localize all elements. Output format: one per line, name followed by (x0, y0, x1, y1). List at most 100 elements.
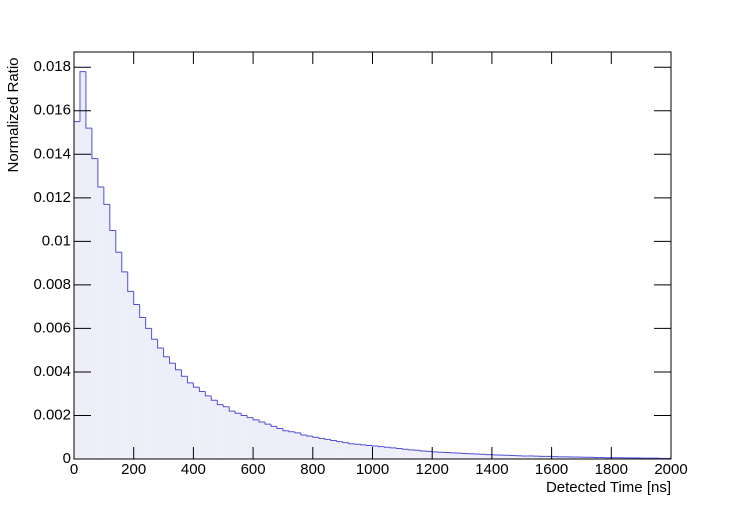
y-tick-label: 0.004 (33, 363, 71, 380)
histogram-bar (247, 417, 254, 459)
histogram-step (395, 447, 403, 450)
y-tick-label: 0.014 (33, 145, 71, 162)
histogram-bar (563, 456, 570, 459)
histogram-bar (288, 431, 295, 459)
histogram-bar (169, 363, 176, 459)
histogram-step (330, 439, 337, 441)
histogram-bar (223, 406, 230, 459)
histogram-bar (163, 356, 170, 459)
x-tick-label: 400 (181, 461, 206, 478)
histogram-step (91, 128, 98, 160)
histogram-bar (241, 415, 248, 459)
histogram-bar (121, 271, 128, 459)
histogram-bar (276, 428, 283, 459)
histogram-bar (491, 454, 498, 459)
histogram-step (121, 252, 128, 273)
histogram-bar (217, 404, 224, 459)
x-tick-label: 0 (70, 461, 78, 478)
histogram-step (270, 424, 277, 427)
histogram-bar (79, 71, 86, 460)
histogram-step (79, 71, 86, 122)
histogram-bar (623, 457, 630, 459)
histogram-bar (265, 424, 272, 459)
histogram-step (151, 328, 158, 340)
histogram-step (282, 428, 289, 432)
histogram-step (324, 438, 331, 440)
histogram-bar (229, 411, 236, 459)
histogram-step (198, 387, 206, 393)
histogram-bar (426, 451, 433, 459)
x-tick-label: 200 (121, 461, 146, 478)
histogram-step (216, 400, 224, 406)
histogram-step (127, 271, 134, 292)
histogram-step (234, 411, 242, 414)
x-axis-title: Detected Time [ns] (546, 479, 671, 496)
histogram-bar (157, 348, 164, 459)
histogram-bar (462, 453, 469, 459)
y-tick-label: 0.012 (33, 189, 71, 206)
histogram-bar (456, 453, 463, 459)
histogram-bar (527, 455, 534, 459)
histogram-bar (199, 391, 206, 459)
histogram-bar (85, 128, 92, 460)
histogram-bar (533, 456, 540, 459)
histogram-bar (133, 304, 140, 459)
histogram-bar (324, 439, 331, 459)
histogram-bar (205, 395, 212, 459)
histogram-bar (599, 457, 606, 459)
histogram-step (342, 441, 349, 444)
histogram-step (264, 422, 272, 425)
histogram-bar (450, 452, 457, 459)
histogram-bar (587, 457, 594, 459)
histogram-bar (593, 457, 600, 459)
histogram-bar (629, 457, 636, 459)
x-tick-label: 600 (241, 461, 266, 478)
histogram-bar (414, 450, 421, 459)
histogram-step (103, 186, 110, 205)
histogram-bar (151, 339, 158, 459)
histogram-step (252, 417, 260, 421)
y-tick-label: 0.01 (42, 232, 71, 249)
histogram-step (180, 369, 188, 377)
histogram-step (401, 448, 409, 450)
histogram-step (210, 395, 218, 401)
x-tick-label: 1000 (356, 461, 389, 478)
histogram-step (222, 404, 230, 408)
histogram-step (240, 413, 248, 416)
histogram-bar (193, 387, 200, 459)
histogram-bar (300, 435, 307, 459)
histogram-bar (390, 447, 397, 459)
histogram-step (407, 449, 415, 451)
histogram-bar (384, 447, 391, 459)
histogram-bar (557, 456, 564, 459)
histogram-bar (432, 451, 439, 459)
histogram-bar (444, 452, 451, 459)
histogram-step (204, 391, 212, 397)
x-tick-label: 2000 (654, 461, 687, 478)
histogram-bar (485, 454, 492, 459)
histogram-step (276, 426, 283, 430)
histogram-step (186, 376, 194, 384)
histogram-step (115, 230, 122, 253)
histogram-bar (635, 457, 642, 459)
histogram-bar (181, 376, 188, 459)
histogram-bar (497, 455, 504, 459)
histogram-step (306, 435, 313, 437)
histogram-step (288, 430, 295, 433)
histogram-bar (539, 456, 546, 459)
histogram-bar (103, 204, 110, 459)
histogram-step (133, 291, 140, 305)
histogram-bar (408, 449, 415, 459)
histogram-step (174, 363, 182, 371)
histogram-step (97, 158, 104, 188)
histogram-bar (551, 456, 558, 459)
y-tick-label: 0.018 (33, 58, 71, 75)
histogram-bar (336, 441, 343, 459)
histogram-bar (175, 369, 182, 459)
histogram-step (389, 447, 397, 449)
histogram-step (157, 339, 164, 349)
histogram-bar (515, 455, 522, 459)
histogram-bar (109, 230, 116, 459)
histogram-step (366, 444, 373, 447)
